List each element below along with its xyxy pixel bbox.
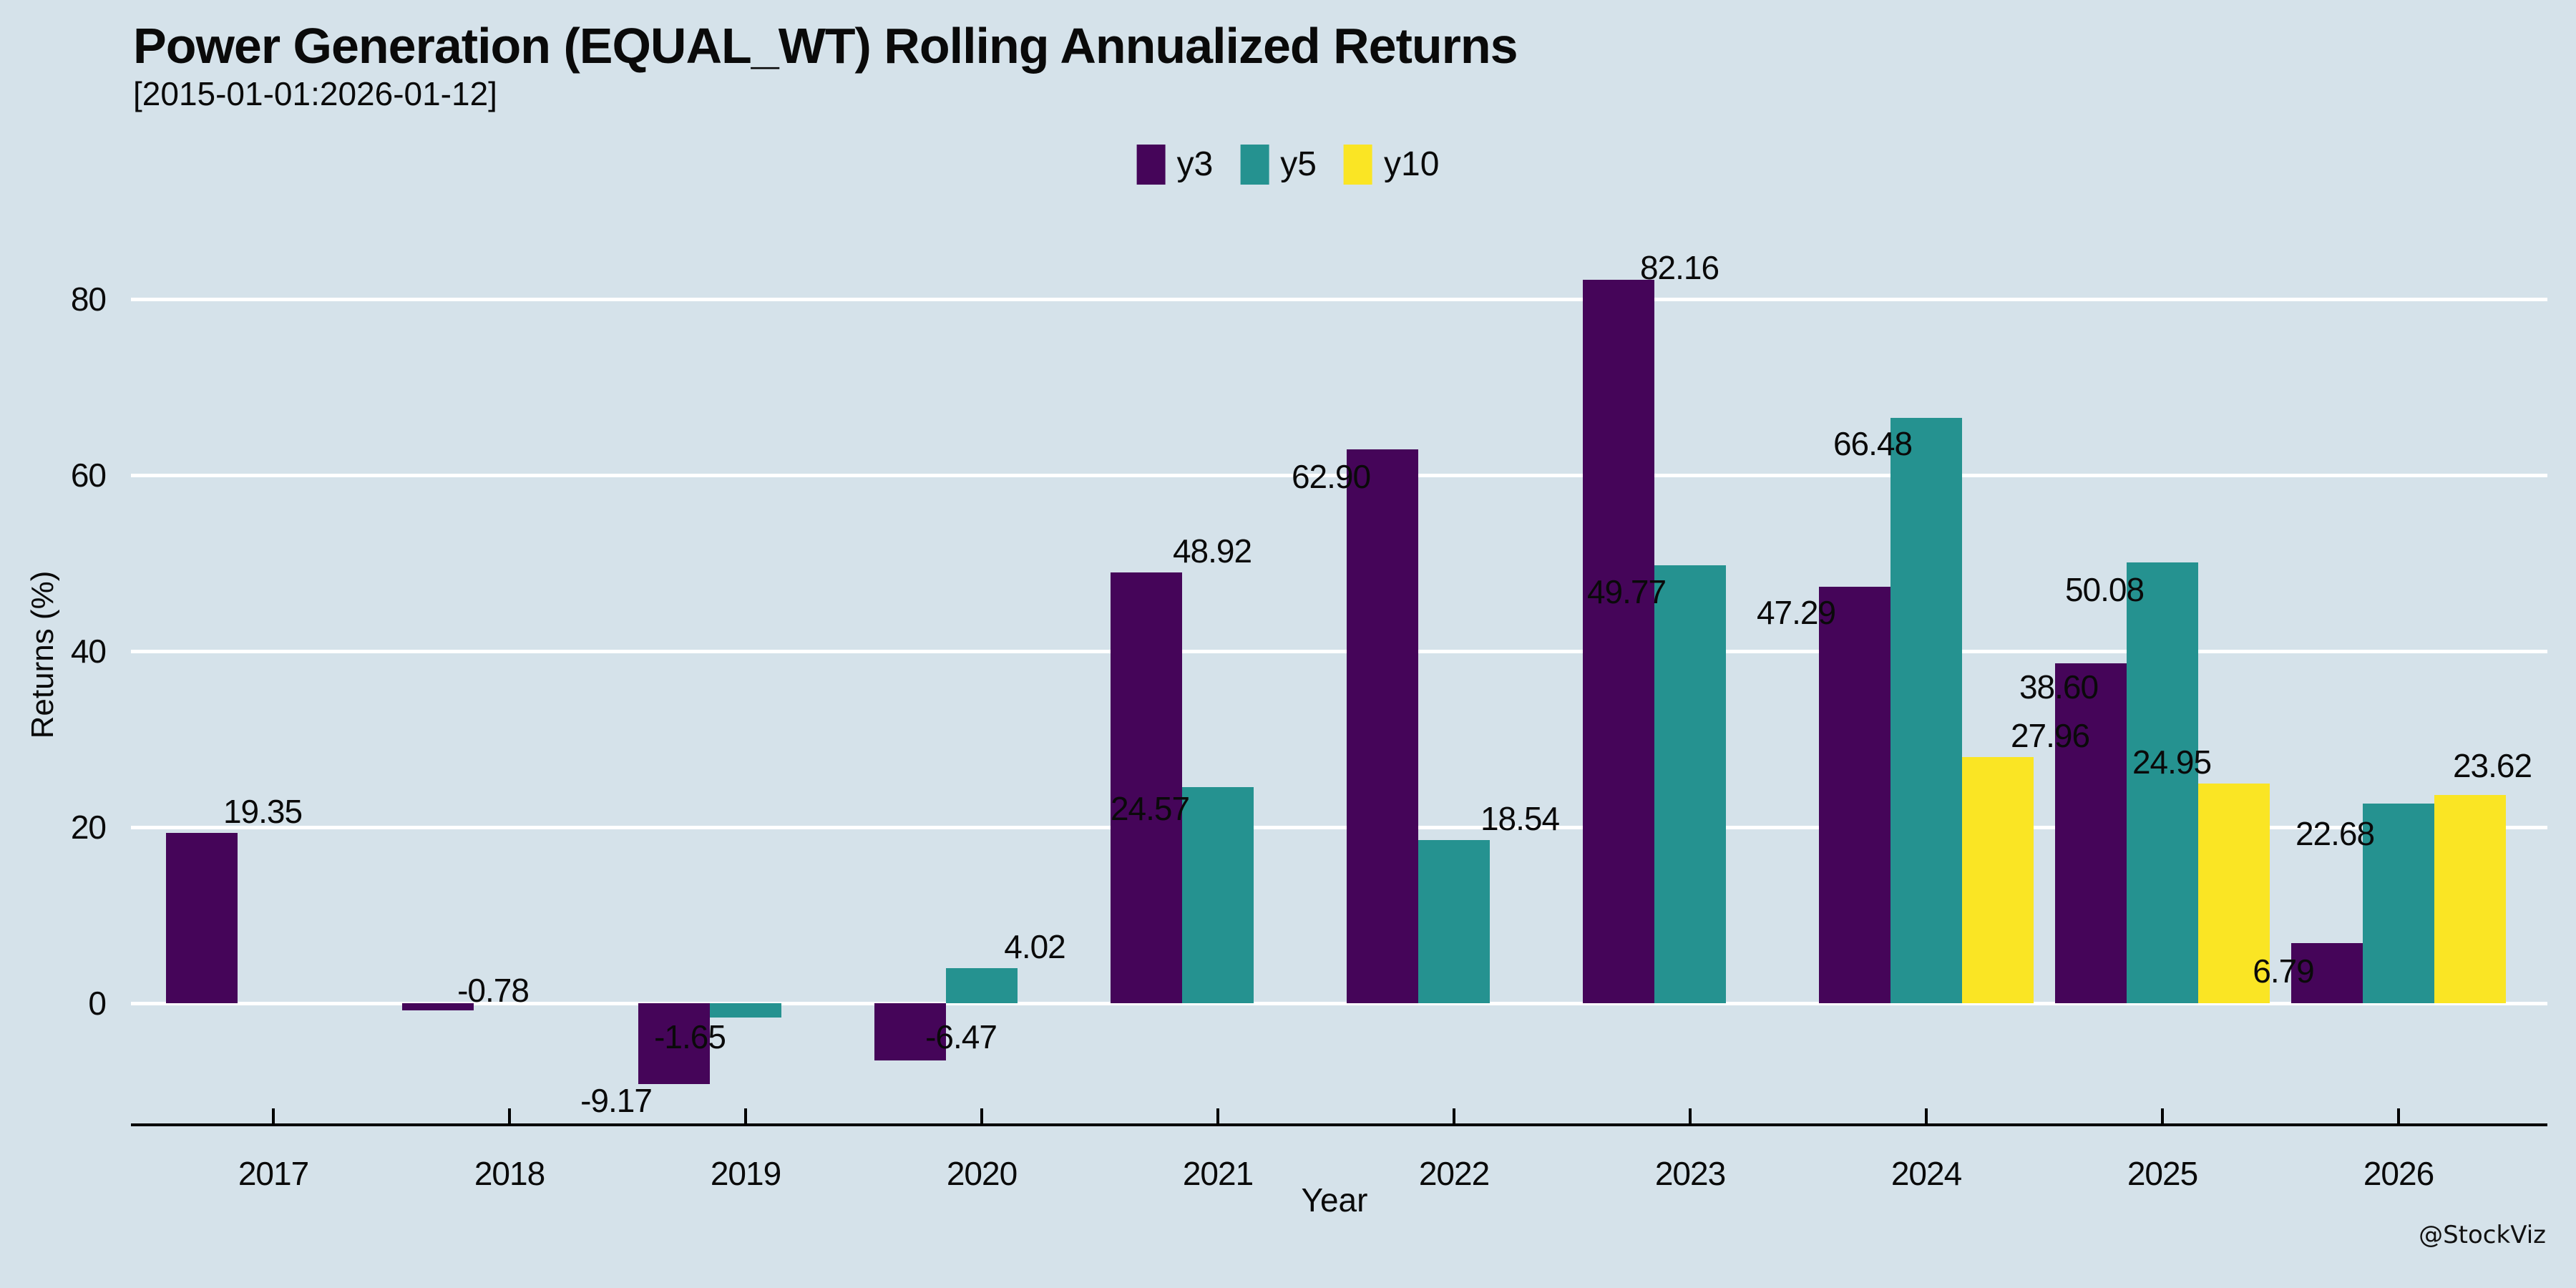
x-tick-mark-2023 — [1689, 1108, 1692, 1123]
legend-label-y3: y3 — [1176, 145, 1214, 183]
chart-subtitle: [2015-01-01:2026-01-12] — [133, 75, 497, 112]
bar-2018-y3 — [402, 1003, 474, 1010]
x-tick-label-2022: 2022 — [1418, 1155, 1490, 1192]
bar-value-label-2019-y3: -9.17 — [580, 1081, 653, 1119]
legend: y3 y5 y10 — [1136, 145, 1439, 185]
bar-2021-y3 — [1111, 572, 1182, 1003]
x-tick-label-2019: 2019 — [710, 1155, 781, 1192]
legend-swatch-y5 — [1240, 145, 1269, 185]
gridline-40 — [131, 649, 2547, 653]
x-tick-label-2024: 2024 — [1890, 1155, 1962, 1192]
bar-value-label-2024-y5: 66.48 — [1833, 425, 1913, 463]
bar-value-label-2023-y3: 82.16 — [1639, 249, 1719, 287]
bar-2025-y10 — [2198, 784, 2270, 1003]
bar-value-label-2026-y5: 22.68 — [2295, 815, 2375, 853]
x-tick-mark-2026 — [2397, 1108, 2400, 1123]
bar-value-label-2024-y3: 47.29 — [1756, 594, 1836, 632]
gridline-80 — [131, 297, 2547, 301]
x-tick-mark-2017 — [272, 1108, 275, 1123]
x-tick-label-2018: 2018 — [474, 1155, 545, 1192]
x-tick-mark-2019 — [744, 1108, 747, 1123]
bar-value-label-2020-y5: 4.02 — [1004, 927, 1066, 965]
bar-2024-y5 — [1890, 418, 1962, 1003]
bar-value-label-2020-y3: -6.47 — [925, 1018, 997, 1055]
bar-value-label-2025-y10: 24.95 — [2132, 743, 2212, 781]
x-axis-spine — [131, 1123, 2547, 1126]
y-tick-label-20: 20 — [70, 809, 107, 846]
bar-2025-y5 — [2127, 562, 2198, 1003]
bar-value-label-2026-y3: 6.79 — [2253, 952, 2315, 990]
x-tick-label-2020: 2020 — [946, 1155, 1018, 1192]
x-tick-label-2017: 2017 — [238, 1155, 309, 1192]
watermark: @StockViz — [2419, 1221, 2546, 1249]
gridline-20 — [131, 825, 2547, 829]
bar-value-label-2021-y3: 48.92 — [1172, 532, 1252, 570]
y-tick-label-60: 60 — [70, 457, 107, 494]
bar-value-label-2026-y10: 23.62 — [2452, 747, 2532, 785]
bar-value-label-2025-y3: 38.60 — [2019, 668, 2099, 706]
bar-2024-y10 — [1962, 757, 2034, 1003]
legend-swatch-y3 — [1136, 145, 1166, 185]
legend-item-y5: y5 — [1240, 145, 1317, 185]
bar-2026-y3 — [2291, 943, 2363, 1003]
legend-label-y10: y10 — [1384, 145, 1440, 183]
y-tick-label-0: 0 — [88, 985, 107, 1022]
chart-title: Power Generation (EQUAL_WT) Rolling Annu… — [133, 18, 1518, 74]
x-tick-mark-2018 — [508, 1108, 511, 1123]
bar-value-label-2022-y5: 18.54 — [1480, 799, 1560, 837]
x-tick-mark-2024 — [1925, 1108, 1928, 1123]
x-tick-mark-2022 — [1453, 1108, 1455, 1123]
bar-2023-y5 — [1654, 565, 1726, 1003]
bar-value-label-2017-y3: 19.35 — [223, 792, 303, 830]
x-axis-label: Year — [1301, 1181, 1368, 1219]
bar-2026-y10 — [2434, 795, 2506, 1003]
x-tick-label-2023: 2023 — [1654, 1155, 1726, 1192]
x-tick-mark-2025 — [2161, 1108, 2164, 1123]
legend-label-y5: y5 — [1280, 145, 1317, 183]
y-tick-label-40: 40 — [70, 633, 107, 670]
bar-2023-y3 — [1583, 280, 1654, 1003]
bar-2021-y5 — [1182, 786, 1254, 1003]
bar-value-label-2019-y5: -1.65 — [654, 1018, 726, 1056]
bar-value-label-2021-y5: 24.57 — [1110, 789, 1190, 827]
bar-value-label-2025-y5: 50.08 — [2064, 571, 2145, 609]
bar-2022-y5 — [1418, 839, 1490, 1003]
bar-2025-y3 — [2055, 663, 2127, 1003]
legend-item-y10: y10 — [1344, 145, 1439, 185]
x-tick-mark-2021 — [1216, 1108, 1219, 1123]
legend-swatch-y10 — [1344, 145, 1373, 185]
x-tick-label-2021: 2021 — [1182, 1155, 1254, 1192]
bar-2024-y3 — [1819, 587, 1890, 1003]
bar-value-label-2018-y3: -0.78 — [457, 971, 530, 1009]
bar-2019-y3 — [638, 1003, 710, 1084]
bar-2026-y5 — [2363, 804, 2434, 1003]
gridline-0 — [131, 1001, 2547, 1005]
y-tick-label-80: 80 — [70, 280, 107, 318]
bar-2020-y5 — [946, 967, 1018, 1003]
bar-2017-y3 — [166, 832, 238, 1003]
bar-value-label-2023-y5: 49.77 — [1586, 572, 1667, 610]
x-tick-mark-2020 — [980, 1108, 983, 1123]
legend-item-y3: y3 — [1136, 145, 1214, 185]
bar-value-label-2024-y10: 27.96 — [2010, 717, 2090, 755]
gridline-60 — [131, 473, 2547, 477]
x-tick-label-2026: 2026 — [2363, 1155, 2434, 1192]
x-tick-label-2025: 2025 — [2127, 1155, 2198, 1192]
bar-2020-y3 — [874, 1003, 946, 1060]
bar-2022-y3 — [1347, 449, 1418, 1003]
bar-value-label-2022-y3: 62.90 — [1291, 458, 1371, 496]
bar-2019-y5 — [710, 1003, 781, 1018]
